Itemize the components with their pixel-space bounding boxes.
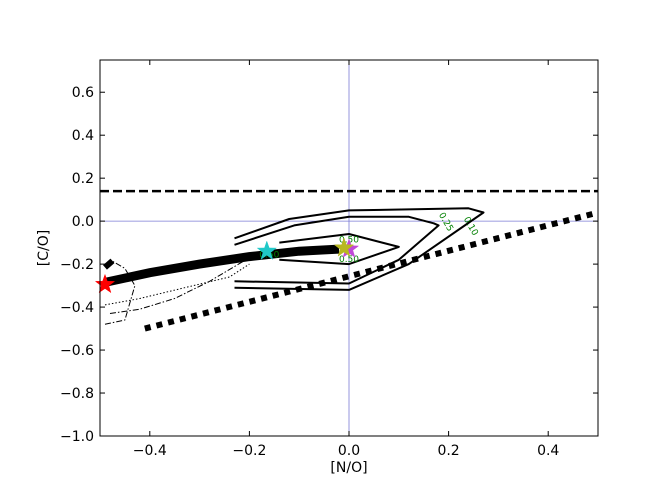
data-layer: 0.100.250.500.500.50 <box>100 60 598 436</box>
y-axis-label: [C/O] <box>36 230 52 266</box>
x-tick-label: 0.2 <box>437 443 459 459</box>
star-marker-4 <box>333 237 355 257</box>
track-curve-1 <box>104 263 250 306</box>
y-tick-label: −0.2 <box>60 257 94 273</box>
contour-0.50 <box>279 233 400 266</box>
contour-0.10 <box>234 207 485 291</box>
y-tick-label: 0.6 <box>72 85 94 101</box>
star-marker-1 <box>94 273 116 294</box>
dotted-line <box>144 209 598 332</box>
x-tick-label: −0.4 <box>133 443 167 459</box>
y-tick-label: −0.8 <box>60 386 94 402</box>
y-tick-label: 0.4 <box>72 128 94 144</box>
thick-track <box>104 244 340 287</box>
x-tick-label: −0.2 <box>232 443 266 459</box>
y-tick-label: −0.6 <box>60 343 94 359</box>
contour-label: 0.50 <box>339 255 359 265</box>
x-tick-label: 0.4 <box>537 443 559 459</box>
y-tick-label: −1.0 <box>60 429 94 445</box>
y-tick-label: 0.0 <box>72 214 94 230</box>
track-curve-2 <box>109 257 250 314</box>
star-marker-2 <box>256 240 278 260</box>
track-curve-3 <box>104 259 136 325</box>
x-tick-label: 0.0 <box>338 443 360 459</box>
x-axis-label: [N/O] <box>330 460 367 476</box>
marker-layer <box>94 237 360 294</box>
contour-0.25 <box>234 215 440 285</box>
tick-layer: −0.4 −0.2 0.0 0.2 0.4 −1.0 −0.8 −0.6 −0.4 −0.2 0.0… <box>60 60 598 459</box>
y-tick-label: −0.4 <box>60 300 94 316</box>
y-tick-label: 0.2 <box>72 171 94 187</box>
track-endcap <box>103 258 115 270</box>
